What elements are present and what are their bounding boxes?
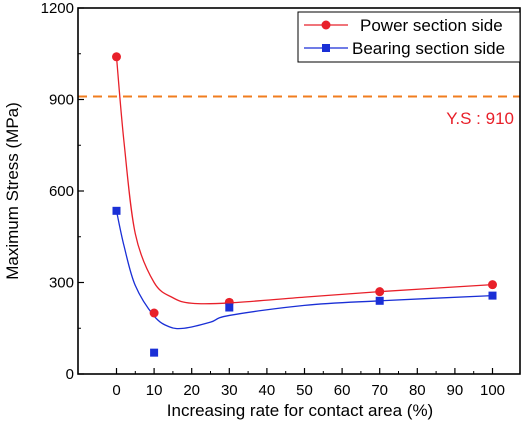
data-point-power	[149, 308, 159, 318]
x-axis-title: Increasing rate for contact area (%)	[167, 401, 433, 420]
x-tick-label: 30	[221, 382, 238, 399]
data-point-bearing	[375, 296, 384, 305]
data-point-power	[488, 280, 497, 290]
x-tick-label: 100	[480, 382, 505, 399]
y-tick-label: 600	[49, 183, 74, 200]
data-point-power	[112, 52, 121, 62]
x-tick-label: 0	[112, 382, 120, 399]
y-tick-label: 300	[49, 275, 74, 292]
x-tick-label: 20	[183, 382, 200, 399]
x-tick-label: 40	[259, 382, 276, 399]
y-axis-title: Maximum Stress (MPa)	[3, 102, 22, 280]
x-tick-label: 80	[409, 382, 426, 399]
x-tick-label: 60	[334, 382, 351, 399]
legend-label-power: Power section side	[360, 16, 503, 35]
trend-curve-1	[115, 210, 493, 330]
data-point-bearing	[150, 348, 159, 357]
legend: Power section side Bearing section side	[297, 11, 521, 63]
legend-box	[297, 11, 521, 63]
trend-curve-0	[115, 56, 493, 305]
data-point-bearing	[225, 303, 234, 312]
legend-marker-power	[321, 20, 331, 30]
plot-frame	[77, 7, 521, 375]
fitted-curves	[115, 56, 493, 330]
y-tick-label: 0	[66, 366, 74, 383]
axis-ticks: 0 10 20 30 40 50 60 70 80 90 100 0 300 600 900 1200	[41, 0, 505, 399]
yield-strength-label: Y.S : 910	[446, 109, 514, 128]
legend-label-bearing: Bearing section side	[352, 39, 505, 58]
data-point-bearing	[112, 206, 121, 215]
data-point-bearing	[488, 291, 497, 300]
x-tick-label: 90	[447, 382, 464, 399]
data-markers	[112, 52, 497, 357]
data-point-power	[375, 287, 385, 297]
legend-marker-bearing	[322, 44, 330, 52]
x-tick-label: 70	[371, 382, 388, 399]
y-tick-label: 900	[49, 92, 74, 109]
x-tick-label: 50	[296, 382, 313, 399]
x-tick-label: 10	[146, 382, 163, 399]
y-tick-label: 1200	[41, 0, 74, 17]
